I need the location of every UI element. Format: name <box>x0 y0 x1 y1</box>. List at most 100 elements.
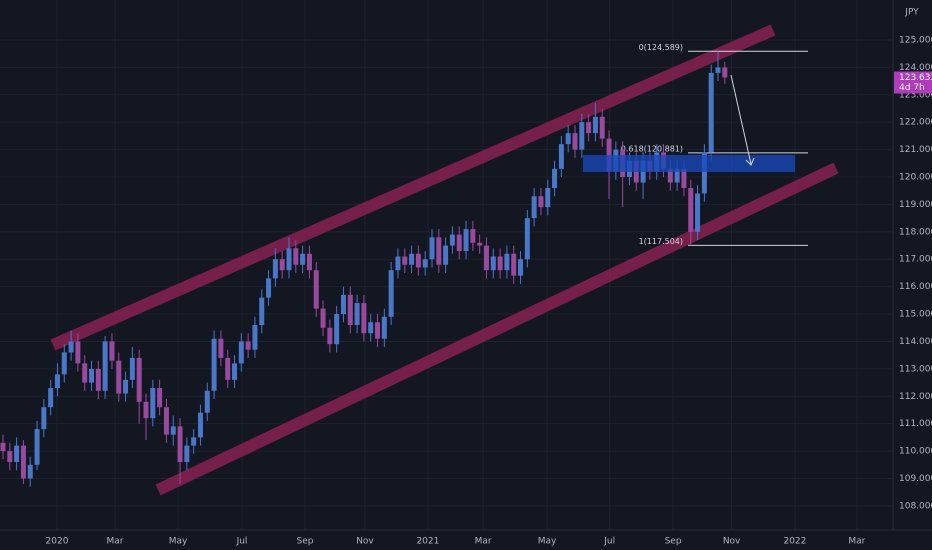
x-tick-label: May <box>538 537 557 547</box>
upper-channel <box>50 24 776 351</box>
candle-body <box>238 341 244 364</box>
x-tick-label: Mar <box>475 537 492 547</box>
candle-body <box>27 464 33 479</box>
candle-body <box>313 270 319 309</box>
y-tick-label: 121.000 <box>899 145 932 155</box>
candle-body <box>701 152 707 194</box>
candle-body <box>191 437 197 446</box>
candle-body <box>531 196 537 219</box>
candle-body <box>524 218 530 260</box>
y-tick-label: 110.000 <box>899 447 932 457</box>
candle-body <box>41 407 47 430</box>
candle-body <box>558 144 564 169</box>
x-tick-label: Nov <box>723 537 741 547</box>
candle-body <box>197 412 203 438</box>
candle-body <box>511 253 517 276</box>
candle-body <box>490 256 496 271</box>
x-tick-label: Jul <box>603 537 615 547</box>
y-tick-label: 115.000 <box>899 310 932 320</box>
fib-label: 0.618(120.881) <box>621 144 683 153</box>
candle-body <box>306 253 312 271</box>
x-tick-label: 2021 <box>416 537 439 547</box>
y-tick-label: 123.000 <box>899 90 932 100</box>
candle-body <box>129 357 135 380</box>
candle-body <box>347 294 353 326</box>
candle-body <box>497 256 503 271</box>
candle-body <box>61 352 67 375</box>
arrow-head <box>745 157 755 166</box>
x-tick-label: Jul <box>236 537 248 547</box>
candle-body <box>409 253 415 265</box>
candle-body <box>681 168 687 188</box>
y-tick-label: 108.000 <box>899 501 932 511</box>
candle-body <box>82 363 88 383</box>
candle-body <box>504 253 510 271</box>
candle-body <box>225 357 231 380</box>
candle-body <box>7 451 13 463</box>
candle-body <box>368 322 374 334</box>
y-tick-label: 124.000 <box>899 63 932 73</box>
candle-body <box>395 256 401 271</box>
candle-body <box>545 187 551 208</box>
candle-body <box>327 327 333 345</box>
candle-body <box>688 187 694 232</box>
candle-body <box>143 401 149 419</box>
y-tick-label: 120.000 <box>899 173 932 183</box>
candle-body <box>184 445 190 463</box>
candle-body <box>579 122 585 150</box>
candle-body <box>48 388 54 408</box>
x-tick-label: Sep <box>665 537 682 547</box>
candle-body <box>477 242 483 246</box>
candle-body <box>334 314 340 345</box>
candle-body <box>449 234 455 246</box>
candle-body <box>218 338 224 358</box>
y-tick-label: 118.000 <box>899 227 932 237</box>
fib-label: 0(124.589) <box>639 43 683 52</box>
fib-label: 1(117.504) <box>639 237 683 246</box>
candle-body <box>599 116 605 139</box>
candle-body <box>572 133 578 150</box>
candle-body <box>388 270 394 317</box>
candle-body <box>0 442 6 452</box>
candle-body <box>538 196 544 208</box>
x-tick-label: Mar <box>107 537 124 547</box>
last-price-label: 123.633 <box>899 73 932 83</box>
y-tick-label: 111.000 <box>899 419 932 429</box>
candle-body <box>204 390 210 413</box>
x-tick-label: Sep <box>297 537 314 547</box>
candle-body <box>354 303 360 326</box>
x-tick-label: 2020 <box>46 537 69 547</box>
candle-body <box>232 363 238 380</box>
lower-channel <box>155 162 839 496</box>
candle-body <box>463 229 469 252</box>
candle-body <box>136 357 142 402</box>
candle-body <box>470 229 476 243</box>
y-tick-label: 125.000 <box>899 36 932 46</box>
candle-body <box>443 245 449 265</box>
candle-body <box>245 341 251 350</box>
countdown-label: 4d 7h <box>899 83 925 93</box>
candle-body <box>279 259 285 271</box>
candle-body <box>381 316 387 339</box>
candle-body <box>95 368 101 391</box>
candle-body <box>715 67 721 73</box>
y-tick-label: 114.000 <box>899 337 932 347</box>
candle-body <box>518 259 524 276</box>
candle-body <box>109 341 115 361</box>
candle-body <box>272 259 278 279</box>
candle-body <box>320 308 326 328</box>
y-tick-label: 112.000 <box>899 392 932 402</box>
x-tick-label: Mar <box>848 537 865 547</box>
candle-body <box>177 426 183 463</box>
candle-body <box>300 253 306 265</box>
candle-body <box>286 248 292 271</box>
candle-body <box>75 341 81 364</box>
candle-body <box>708 72 714 153</box>
candle-body <box>102 341 108 391</box>
candle-body <box>674 168 680 183</box>
candle-body <box>150 388 156 419</box>
demand-zone <box>583 155 795 172</box>
candle-body <box>722 67 728 78</box>
candle-body <box>340 294 346 315</box>
y-tick-label: 109.000 <box>899 474 932 484</box>
